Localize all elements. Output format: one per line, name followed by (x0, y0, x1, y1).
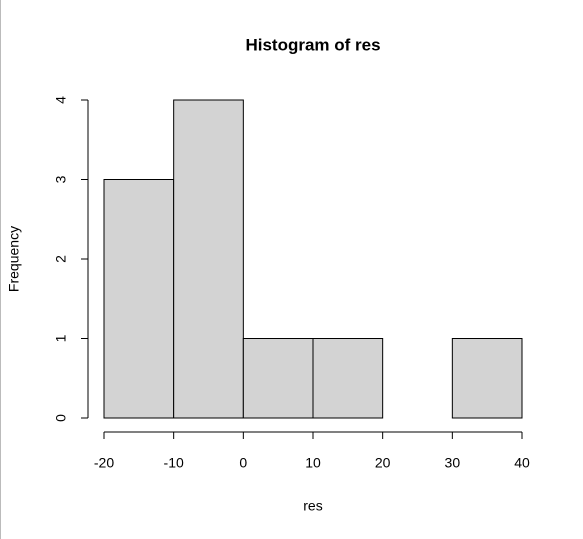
y-tick-label: 3 (53, 175, 69, 183)
y-tick-label: 0 (53, 414, 69, 422)
x-tick-label: 20 (375, 455, 391, 471)
x-tick-label: 30 (445, 455, 461, 471)
x-tick-label: -20 (94, 455, 114, 471)
bar (103, 179, 175, 419)
chart-title: Histogram of res (245, 35, 380, 54)
bar (242, 338, 314, 419)
y-tick-label: 4 (53, 96, 69, 104)
bar (312, 338, 384, 419)
x-tick-label: 10 (305, 455, 321, 471)
y-axis-label: Frequency (6, 226, 22, 292)
bar (451, 338, 523, 419)
x-tick-label: 40 (514, 455, 530, 471)
x-tick-label: 0 (239, 455, 247, 471)
y-tick-label: 2 (53, 255, 69, 263)
bar (173, 99, 244, 419)
y-tick-label: 1 (53, 334, 69, 342)
x-axis-label: res (303, 498, 322, 514)
x-tick-label: -10 (164, 455, 184, 471)
